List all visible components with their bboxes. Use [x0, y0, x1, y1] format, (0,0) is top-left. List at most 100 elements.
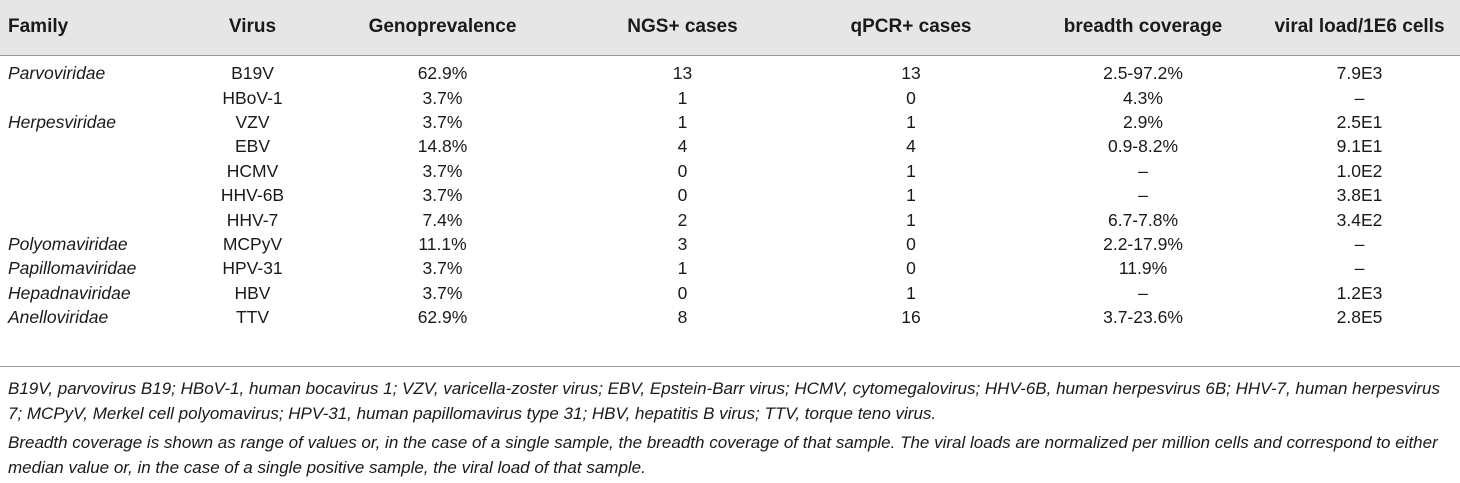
header-row: Family Virus Genoprevalence NGS+ cases q… [0, 0, 1460, 56]
cell-breadth-coverage: 2.9% [1123, 111, 1163, 132]
cell-qpcr-cases: 16 [901, 307, 921, 328]
cell-ngs-cases: 1 [677, 111, 688, 132]
table-row: HHV-6B 3.7% 0 1 – 3.8E1 [0, 183, 1460, 207]
cell-genoprevalence: 3.7% [422, 160, 463, 181]
cell-virus: TTV [235, 307, 270, 328]
cell-virus: VZV [235, 111, 270, 132]
cell-family [0, 135, 190, 159]
virus-table-figure: Family Virus Genoprevalence NGS+ cases q… [0, 0, 1460, 367]
cell-viral-load: – [1354, 87, 1365, 108]
cell-qpcr-cases: 1 [906, 185, 916, 206]
cell-ngs-cases: 0 [677, 282, 688, 303]
table-row: HHV-7 7.4% 2 1 6.7-7.8% 3.4E2 [0, 208, 1460, 232]
cell-genoprevalence: 11.1% [418, 233, 467, 254]
cell-viral-load: 3.4E2 [1336, 209, 1383, 230]
cell-family: Herpesviridae [8, 111, 116, 132]
cell-virus: HCMV [226, 160, 279, 181]
header-qpcr-cases: qPCR+ cases [795, 0, 1027, 56]
cell-viral-load: 2.5E1 [1336, 111, 1383, 132]
cell-breadth-coverage: 6.7-7.8% [1107, 209, 1179, 230]
cell-genoprevalence: 3.7% [422, 87, 463, 108]
cell-virus: HBoV-1 [222, 87, 283, 108]
cell-genoprevalence: 62.9% [417, 63, 468, 84]
cell-viral-load: 7.9E3 [1336, 63, 1383, 84]
table-row: Polyomaviridae MCPyV 11.1% 3 0 2.2-17.9% – [0, 232, 1460, 256]
cell-family: Hepadnaviridae [8, 282, 131, 303]
cell-family: Anelloviridae [8, 307, 109, 328]
cell-genoprevalence: 62.9% [417, 307, 468, 328]
table-footnotes: B19V, parvovirus B19; HBoV-1, human boca… [8, 376, 1456, 480]
cell-family [0, 208, 190, 232]
table-row: Herpesviridae VZV 3.7% 1 1 2.9% 2.5E1 [0, 110, 1460, 134]
cell-family [0, 86, 190, 110]
table-row: Anelloviridae TTV 62.9% 8 16 3.7-23.6% 2.8E5 [0, 305, 1460, 332]
table-row: Hepadnaviridae HBV 3.7% 0 1 – 1.2E3 [0, 281, 1460, 305]
table-row: HBoV-1 3.7% 1 0 4.3% – [0, 86, 1460, 110]
header-breadth-coverage: breadth coverage [1027, 0, 1259, 56]
header-family: Family [0, 0, 190, 56]
cell-viral-load: 1.2E3 [1336, 282, 1383, 303]
cell-genoprevalence: 7.4% [422, 209, 463, 230]
virus-table: Family Virus Genoprevalence NGS+ cases q… [0, 0, 1460, 333]
cell-viral-load: 3.8E1 [1336, 185, 1383, 206]
cell-ngs-cases: 13 [672, 63, 693, 84]
cell-ngs-cases: 4 [677, 136, 688, 157]
table-row: Papillomaviridae HPV-31 3.7% 1 0 11.9% – [0, 257, 1460, 281]
cell-breadth-coverage: 0.9-8.2% [1107, 136, 1179, 157]
cell-qpcr-cases: 0 [906, 233, 916, 254]
cell-virus: HBV [234, 282, 271, 303]
cell-viral-load: – [1354, 258, 1365, 279]
cell-breadth-coverage: – [1138, 160, 1148, 181]
cell-ngs-cases: 8 [677, 307, 688, 328]
cell-qpcr-cases: 0 [906, 87, 916, 108]
table-body: Parvoviridae B19V 62.9% 13 13 2.5-97.2% 7.9E3 H… [0, 55, 1460, 333]
cell-genoprevalence: 3.7% [422, 258, 463, 279]
cell-virus: HHV-6B [220, 185, 285, 206]
cell-family: Papillomaviridae [8, 258, 137, 279]
cell-family [0, 159, 190, 183]
cell-virus: HHV-7 [226, 209, 279, 230]
cell-genoprevalence: 3.7% [422, 111, 463, 132]
table-row: EBV 14.8% 4 4 0.9-8.2% 9.1E1 [0, 135, 1460, 159]
cell-qpcr-cases: 1 [906, 209, 916, 230]
cell-qpcr-cases: 4 [906, 136, 916, 157]
table-row: Parvoviridae B19V 62.9% 13 13 2.5-97.2% 7.9E3 [0, 55, 1460, 86]
cell-viral-load: – [1354, 233, 1365, 254]
header-viral-load: viral load/1E6 cells [1259, 0, 1460, 56]
cell-ngs-cases: 3 [677, 233, 688, 254]
cell-qpcr-cases: 1 [906, 160, 916, 181]
cell-ngs-cases: 0 [677, 185, 688, 206]
cell-breadth-coverage: – [1138, 282, 1148, 303]
cell-qpcr-cases: 0 [906, 258, 916, 279]
footnote-abbreviations: B19V, parvovirus B19; HBoV-1, human boca… [8, 379, 1441, 423]
table-row: HCMV 3.7% 0 1 – 1.0E2 [0, 159, 1460, 183]
cell-breadth-coverage: 4.3% [1123, 87, 1163, 108]
cell-viral-load: 9.1E1 [1336, 136, 1383, 157]
cell-virus: HPV-31 [222, 258, 283, 279]
cell-breadth-coverage: – [1138, 185, 1148, 206]
footnote-explanation: Breadth coverage is shown as range of va… [8, 433, 1438, 477]
cell-breadth-coverage: 2.2-17.9% [1103, 233, 1183, 254]
cell-viral-load: 2.8E5 [1336, 307, 1383, 328]
cell-ngs-cases: 2 [677, 209, 688, 230]
header-genoprevalence: Genoprevalence [315, 0, 570, 56]
cell-viral-load: 1.0E2 [1336, 160, 1383, 181]
header-virus: Virus [190, 0, 315, 56]
cell-family: Polyomaviridae [8, 233, 128, 254]
table-bottom-rule [0, 366, 1460, 367]
cell-ngs-cases: 1 [677, 87, 688, 108]
cell-virus: MCPyV [222, 233, 283, 254]
cell-breadth-coverage: 2.5-97.2% [1103, 63, 1183, 84]
cell-qpcr-cases: 13 [901, 63, 921, 84]
header-ngs-cases: NGS+ cases [570, 0, 795, 56]
cell-qpcr-cases: 1 [906, 282, 916, 303]
cell-ngs-cases: 0 [677, 160, 688, 181]
cell-ngs-cases: 1 [677, 258, 688, 279]
cell-breadth-coverage: 11.9% [1118, 258, 1168, 279]
cell-qpcr-cases: 1 [906, 111, 916, 132]
cell-genoprevalence: 3.7% [422, 282, 463, 303]
cell-family: Parvoviridae [8, 63, 106, 84]
cell-family [0, 183, 190, 207]
cell-genoprevalence: 14.8% [417, 136, 468, 157]
cell-virus: B19V [231, 63, 274, 84]
